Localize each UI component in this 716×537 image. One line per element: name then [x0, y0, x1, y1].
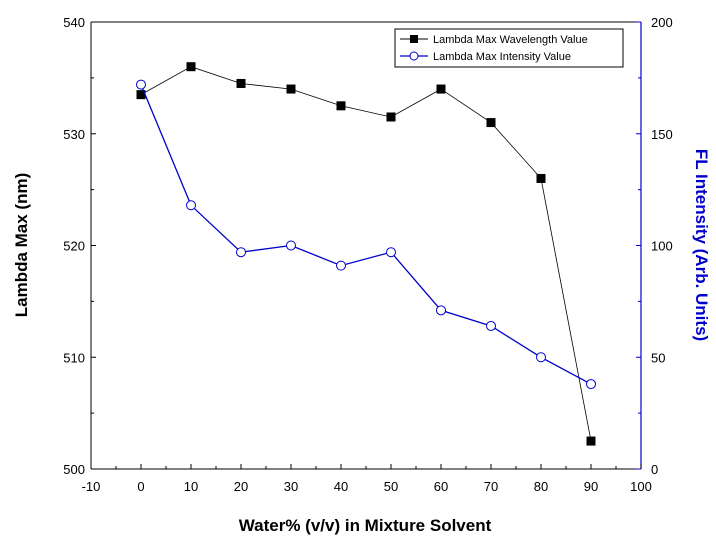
data-point-wavelength — [436, 84, 446, 94]
left-y-axis-label: Lambda Max (nm) — [12, 173, 31, 318]
left-y-axis-ticks: 500 510 520 530 540 — [63, 15, 96, 477]
data-point-intensity — [286, 240, 296, 251]
legend: Lambda Max Wavelength Value Lambda Max I… — [394, 28, 624, 68]
x-tick-label: 80 — [534, 479, 548, 494]
right-y-tick-label: 0 — [651, 462, 658, 477]
legend-marker-wavelength — [410, 35, 418, 43]
data-point-wavelength — [236, 78, 246, 88]
series-line-wavelength — [140, 66, 592, 442]
right-y-tick-label: 100 — [651, 239, 673, 254]
legend-box — [394, 28, 624, 68]
x-axis-ticks: -10 0 10 20 30 40 50 60 70 80 90 100 — [82, 464, 652, 494]
data-point-intensity — [436, 305, 446, 316]
data-point-intensity — [136, 79, 146, 90]
left-y-tick-label: 520 — [63, 239, 85, 254]
data-point-wavelength — [586, 436, 596, 446]
data-point-intensity — [386, 247, 396, 258]
x-tick-label: 70 — [484, 479, 498, 494]
left-y-tick-label: 510 — [63, 350, 85, 365]
data-point-wavelength — [186, 62, 196, 72]
data-point-wavelength — [136, 90, 146, 100]
left-y-tick-label: 530 — [63, 127, 85, 142]
data-point-intensity — [186, 200, 196, 211]
data-point-wavelength — [536, 173, 546, 183]
right-y-axis-label: FL Intensity (Arb. Units) — [692, 149, 711, 341]
x-tick-label: 10 — [184, 479, 198, 494]
right-y-axis-ticks: 0 50 100 150 200 — [636, 15, 673, 477]
right-y-tick-label: 200 — [651, 15, 673, 30]
data-point-wavelength — [486, 118, 496, 128]
left-y-tick-label: 500 — [63, 462, 85, 477]
x-tick-label: -10 — [82, 479, 101, 494]
series-line-intensity — [140, 84, 592, 385]
x-tick-label: 50 — [384, 479, 398, 494]
data-point-intensity — [536, 352, 546, 363]
data-point-intensity — [586, 379, 596, 390]
data-point-intensity — [336, 260, 346, 271]
legend-marker-intensity — [409, 51, 419, 61]
plot-frame — [90, 21, 642, 470]
legend-label-wavelength: Lambda Max Wavelength Value — [433, 34, 588, 46]
data-point-intensity — [236, 247, 246, 258]
data-point-wavelength — [286, 84, 296, 94]
series-layer — [136, 62, 596, 446]
x-tick-label: 60 — [434, 479, 448, 494]
data-point-intensity — [486, 320, 496, 331]
x-tick-label: 0 — [137, 479, 144, 494]
right-y-tick-label: 50 — [651, 350, 665, 365]
right-y-tick-label: 150 — [651, 127, 673, 142]
x-axis-label: Water% (v/v) in Mixture Solvent — [239, 516, 492, 535]
legend-label-intensity: Lambda Max Intensity Value — [433, 51, 571, 63]
x-tick-label: 90 — [584, 479, 598, 494]
data-point-wavelength — [386, 112, 396, 122]
x-tick-label: 20 — [234, 479, 248, 494]
x-tick-label: 30 — [284, 479, 298, 494]
left-y-tick-label: 540 — [63, 15, 85, 30]
x-tick-label: 40 — [334, 479, 348, 494]
data-point-wavelength — [336, 101, 346, 111]
x-tick-label: 100 — [630, 479, 652, 494]
